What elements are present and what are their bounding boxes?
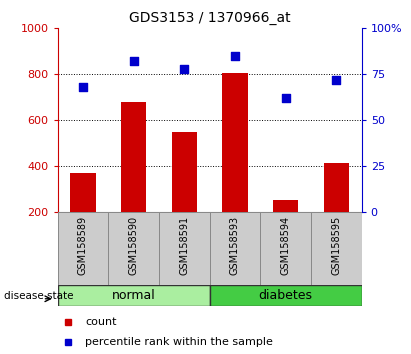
Bar xyxy=(311,212,362,285)
Text: normal: normal xyxy=(112,289,155,302)
Bar xyxy=(108,212,159,285)
Text: GSM158589: GSM158589 xyxy=(78,216,88,275)
Bar xyxy=(172,132,197,212)
Bar xyxy=(121,102,146,212)
Text: GSM158593: GSM158593 xyxy=(230,216,240,275)
Point xyxy=(80,84,86,90)
Point xyxy=(282,96,289,101)
Text: GSM158595: GSM158595 xyxy=(331,216,341,275)
Bar xyxy=(210,285,362,306)
Bar xyxy=(222,73,247,212)
Text: GSM158594: GSM158594 xyxy=(281,216,291,275)
Text: GSM158590: GSM158590 xyxy=(129,216,139,275)
Bar xyxy=(159,212,210,285)
Point xyxy=(232,53,238,59)
Bar xyxy=(58,212,108,285)
Bar xyxy=(273,200,298,212)
Text: count: count xyxy=(85,317,117,327)
Point xyxy=(130,59,137,64)
Bar xyxy=(260,212,311,285)
Text: GSM158591: GSM158591 xyxy=(179,216,189,275)
Bar xyxy=(324,163,349,212)
Bar xyxy=(58,285,210,306)
Point xyxy=(333,77,339,83)
Point xyxy=(181,66,187,72)
Title: GDS3153 / 1370966_at: GDS3153 / 1370966_at xyxy=(129,11,291,24)
Bar xyxy=(70,173,95,212)
Bar xyxy=(210,212,260,285)
Text: diabetes: diabetes xyxy=(259,289,313,302)
Text: percentile rank within the sample: percentile rank within the sample xyxy=(85,337,273,348)
Text: disease state: disease state xyxy=(4,291,74,301)
